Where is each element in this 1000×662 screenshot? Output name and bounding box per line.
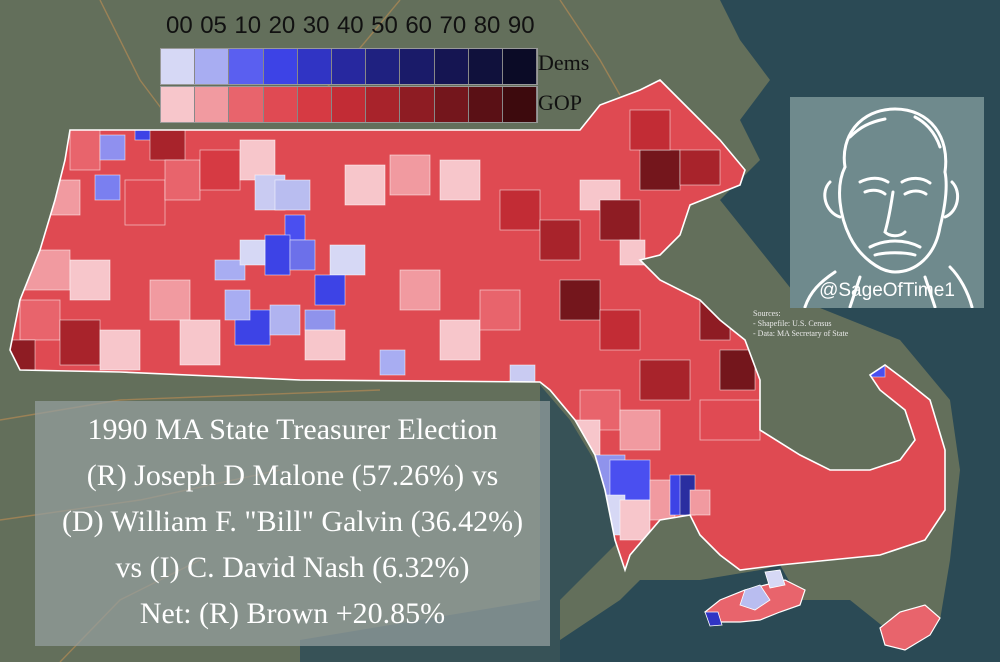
- legend-tick: 80: [473, 12, 501, 39]
- legend-dem-swatch: [400, 49, 435, 84]
- legend-gop-swatch: [195, 87, 230, 122]
- legend-dem-swatch: [263, 49, 298, 84]
- legend-gop-scale: [160, 86, 539, 123]
- sources-note: Sources: - Shapefile: U.S. Census - Data…: [753, 309, 848, 339]
- legend-gop-swatch: [229, 87, 264, 122]
- color-legend: 00 05 10 20 30 40 50 60 70 80 90 Dems GOP: [160, 12, 589, 123]
- election-summary-box: 1990 MA State Treasurer Election (R) Jos…: [35, 401, 550, 646]
- legend-gop-swatch: [400, 87, 435, 122]
- legend-gop-swatch: [366, 87, 401, 122]
- legend-tick: 70: [439, 12, 467, 39]
- legend-tick: 60: [405, 12, 433, 39]
- legend-tick: 20: [268, 12, 296, 39]
- legend-gop-swatch: [263, 87, 298, 122]
- portrait-sketch: [803, 107, 974, 309]
- legend-dem-label: Dems: [538, 50, 590, 75]
- legend-dem-scale: [160, 48, 539, 85]
- legend-dem-swatch: [434, 49, 469, 84]
- candidate-democrat: (D) William F. "Bill" Galvin (36.42%): [61, 505, 524, 538]
- legend-dem-swatch: [229, 49, 264, 84]
- legend-tick-labels: 00 05 10 20 30 40 50 60 70 80 90: [166, 12, 542, 42]
- legend-gop-label: GOP: [538, 90, 583, 115]
- legend-gop-swatch: [502, 87, 538, 122]
- legend-tick: 50: [371, 12, 398, 39]
- legend-dem-swatch: [161, 49, 196, 84]
- sources-heading: Sources:: [753, 309, 781, 318]
- legend-dem-swatch: [297, 49, 332, 84]
- legend-dem-swatch: [502, 49, 538, 84]
- legend-gop-swatch: [297, 87, 332, 122]
- legend-tick: 30: [302, 12, 330, 39]
- candidate-independent: vs (I) C. David Nash (6.32%): [115, 551, 470, 584]
- legend-tick: 10: [234, 12, 262, 39]
- author-handle: @SageOfTime1: [819, 280, 955, 301]
- sources-shapefile: - Shapefile: U.S. Census: [753, 319, 832, 328]
- legend-gop-swatch: [468, 87, 503, 122]
- legend-tick: 90: [507, 12, 535, 39]
- legend-dem-swatch: [195, 49, 230, 84]
- legend-tick: 00: [166, 12, 193, 39]
- legend-gop-swatch: [434, 87, 469, 122]
- candidate-republican: (R) Joseph D Malone (57.26%) vs: [86, 459, 499, 492]
- legend-gop-swatch: [161, 87, 196, 122]
- map-title: 1990 MA State Treasurer Election: [87, 413, 498, 446]
- author-portrait: @SageOfTime1: [790, 97, 984, 309]
- net-margin: Net: (R) Brown +20.85%: [139, 597, 446, 630]
- legend-tick: 05: [200, 12, 227, 39]
- legend-dem-swatch: [468, 49, 503, 84]
- legend-dem-swatch: [366, 49, 401, 84]
- legend-tick: 40: [336, 12, 364, 39]
- legend-gop-swatch: [331, 87, 367, 122]
- sources-data: - Data: MA Secretary of State: [753, 329, 849, 338]
- legend-dem-swatch: [331, 49, 367, 84]
